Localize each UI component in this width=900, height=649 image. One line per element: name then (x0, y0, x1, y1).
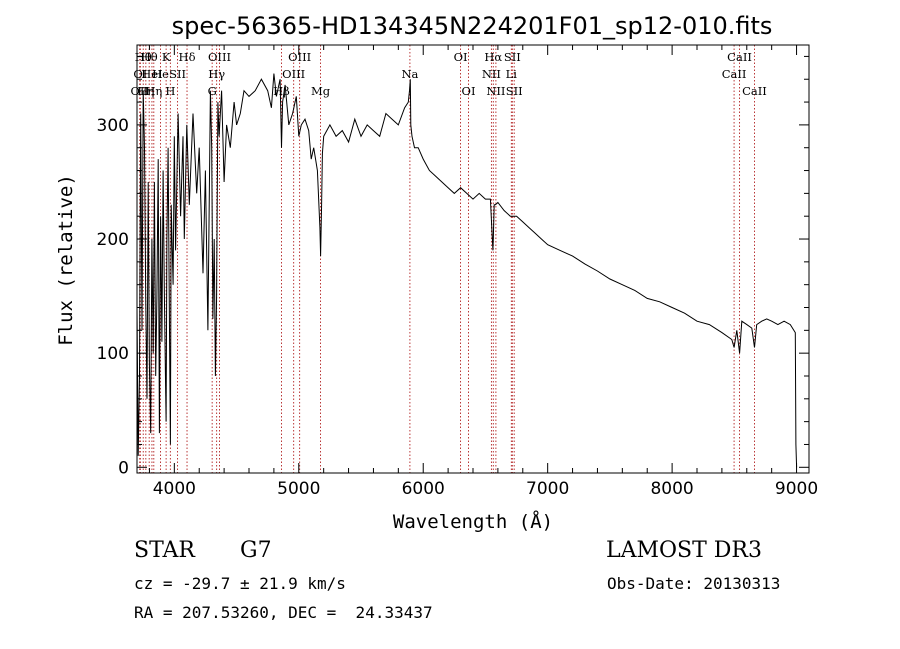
survey-name: LAMOST DR3 (606, 538, 762, 563)
y-tick-label: 300 (97, 116, 129, 136)
line-label: OIII (282, 67, 305, 81)
line-label: SII (506, 84, 523, 98)
x-tick-label: 5000 (277, 479, 320, 499)
line-label: Hδ (179, 50, 196, 64)
line-label: CaII (742, 84, 767, 98)
x-tick-label: 9000 (775, 479, 818, 499)
object-subclass: G7 (240, 538, 272, 563)
line-label: CaII (727, 50, 752, 64)
line-label: Hγ (208, 67, 225, 81)
line-markers (139, 45, 755, 473)
line-label: HeI (141, 67, 162, 81)
y-tick-label: 0 (118, 458, 129, 478)
line-label: OI (454, 50, 468, 64)
line-label: Hθ (135, 50, 152, 64)
line-label: He (152, 67, 169, 81)
x-tick-label: 7000 (526, 479, 569, 499)
line-label: G (208, 84, 217, 98)
line-label: SII (504, 50, 521, 64)
obs-date: Obs-Date: 20130313 (607, 574, 781, 593)
line-label: Hη (137, 84, 154, 98)
x-tick-label: 4000 (153, 479, 196, 499)
line-label: Mg (311, 84, 331, 98)
line-label: NII (486, 84, 505, 98)
line-label: Hα (484, 50, 502, 64)
line-label: OI (462, 84, 476, 98)
y-tick-label: 200 (97, 230, 129, 250)
line-label: OII (130, 84, 149, 98)
line-labels: OIIOIHθHηHθHeIHηHeKHSIIHδGHγOIIIHβOIIIOI… (130, 50, 766, 98)
x-axis-label: Wavelength (Å) (393, 510, 553, 533)
line-label: Na (401, 67, 418, 81)
line-label: H (165, 84, 175, 98)
y-tick-label: 100 (97, 344, 129, 364)
x-tick-label: 8000 (650, 479, 693, 499)
line-label: CaII (722, 67, 747, 81)
x-tick-label: 6000 (402, 479, 445, 499)
line-label: Hθ (141, 50, 158, 64)
redshift-info: cz = -29.7 ± 21.9 km/s (134, 574, 346, 593)
y-axis-label: Flux (relative) (55, 174, 77, 346)
line-label: OIII (208, 50, 231, 64)
coordinates: RA = 207.53260, DEC = 24.33437 (134, 603, 433, 622)
line-label: K (162, 50, 171, 64)
axis-ticks: 4000 5000 6000 7000 8000 9000 0 100 200 300 (97, 45, 818, 499)
spectrum-line (136, 73, 798, 468)
chart-title: spec-56365-HD134345N224201F01_sp12-010.f… (172, 12, 773, 40)
line-label: SII (169, 67, 186, 81)
line-label: NII (482, 67, 501, 81)
line-label: OIII (288, 50, 311, 64)
line-label: Li (506, 67, 518, 81)
object-class: STAR (134, 538, 195, 563)
line-label: Hη (145, 84, 162, 98)
plot-frame (136, 44, 810, 474)
